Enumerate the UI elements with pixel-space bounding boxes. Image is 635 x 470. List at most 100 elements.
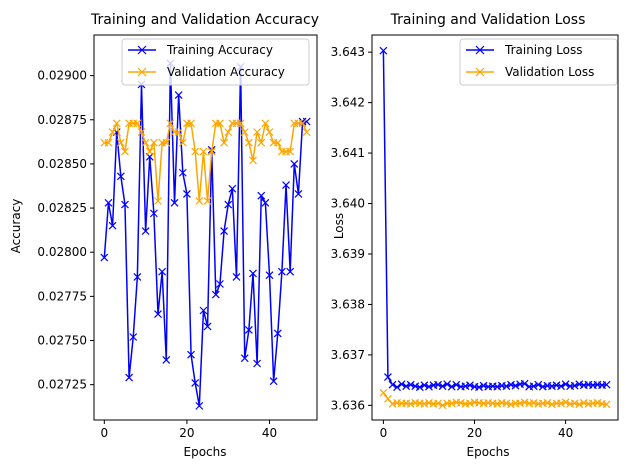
training-accuracy-point [224, 200, 233, 209]
training-accuracy-point [154, 310, 162, 318]
training-accuracy-point [129, 333, 138, 341]
training-accuracy-point [265, 271, 274, 280]
validation-accuracy-point [224, 128, 233, 137]
training-loss-point [384, 373, 392, 382]
validation-loss-point [388, 399, 397, 408]
training-loss-point [452, 380, 461, 389]
validation-accuracy-point [116, 138, 125, 147]
loss-axes-frame [371, 34, 619, 421]
validation-accuracy-point [149, 138, 158, 147]
validation-loss-point [561, 398, 570, 407]
validation-accuracy-point [104, 138, 113, 147]
validation-accuracy-point [145, 147, 154, 156]
training-accuracy-point [162, 356, 171, 364]
training-loss-point [402, 382, 411, 391]
training-loss-point [393, 383, 401, 392]
training-accuracy-point [104, 198, 113, 207]
training-loss-point [507, 380, 515, 389]
training-loss-point [388, 380, 397, 389]
training-accuracy-point [232, 273, 241, 281]
loss-y-tick-label: 3.637 [331, 348, 365, 362]
training-loss-point [575, 380, 584, 389]
validation-loss-point [516, 399, 524, 408]
validation-loss-point [548, 400, 556, 409]
training-loss-point [538, 382, 547, 391]
training-accuracy-point [220, 227, 229, 235]
loss-y-tick-label: 3.642 [331, 96, 365, 110]
training-loss-point [461, 382, 470, 391]
accuracy-y-tick-label: 0.02850 [37, 157, 87, 171]
validation-accuracy-point [273, 138, 282, 147]
training-accuracy-line [103, 62, 307, 407]
legend-validation-loss-marker [475, 67, 485, 77]
validation-accuracy-point [199, 147, 208, 156]
accuracy-x-axis-label: Epochs [184, 445, 227, 459]
accuracy-y-tick-label: 0.02800 [37, 245, 87, 259]
training-accuracy-point [216, 280, 224, 288]
legend-training-accuracy-label: Training Accuracy [166, 43, 273, 57]
training-loss-point [434, 380, 442, 389]
validation-loss-point [434, 399, 442, 408]
loss-legend-frame [459, 38, 618, 86]
accuracy-plot-area: 0 20 40 0.02725 0.02750 0.02775 0.02800 0.02825… [37, 34, 318, 440]
validation-accuracy-point [257, 138, 266, 147]
training-loss-point [534, 380, 543, 389]
accuracy-y-tick-label: 0.02775 [37, 289, 87, 303]
validation-loss-point [520, 398, 529, 407]
validation-accuracy-point [191, 147, 200, 156]
validation-loss-point [502, 399, 511, 408]
training-loss-point [529, 382, 538, 391]
training-loss-point [570, 381, 579, 390]
training-loss-point [397, 380, 406, 389]
validation-loss-point [575, 400, 584, 409]
validation-loss-point [507, 400, 515, 409]
legend-training-accuracy-marker [137, 45, 147, 55]
training-accuracy-point [257, 191, 266, 200]
accuracy-chart-title: Training and Validation Accuracy [90, 12, 319, 28]
loss-x-tick-label: 0 [380, 426, 388, 440]
loss-y-tick-label: 3.640 [331, 197, 365, 211]
accuracy-legend-frame [121, 38, 310, 86]
legend-training-loss-marker [475, 45, 485, 55]
validation-accuracy-point [137, 128, 146, 137]
loss-y-tick-label: 3.636 [331, 398, 365, 412]
training-loss-point [475, 383, 483, 392]
accuracy-x-tick-label: 20 [179, 426, 194, 440]
validation-accuracy-point [108, 128, 117, 137]
training-accuracy-point [170, 198, 179, 207]
training-loss-point [552, 381, 561, 390]
training-loss-point [520, 379, 529, 388]
training-accuracy-point [269, 377, 278, 386]
training-accuracy-point [121, 200, 129, 209]
validation-accuracy-point [249, 156, 257, 165]
training-accuracy-point [178, 168, 187, 177]
validation-loss-point [529, 398, 538, 407]
training-accuracy-point [149, 209, 158, 218]
loss-x-tick-label: 40 [558, 426, 573, 440]
validation-accuracy-point [286, 147, 295, 156]
training-loss-point [425, 382, 433, 391]
validation-accuracy-point [253, 128, 262, 137]
training-accuracy-point [261, 198, 270, 207]
validation-loss-point [602, 400, 611, 409]
accuracy-x-tick-label: 40 [262, 426, 277, 440]
training-loss-point [557, 382, 565, 391]
accuracy-y-tick-label: 0.02875 [37, 113, 87, 127]
training-accuracy-point [294, 190, 303, 198]
validation-accuracy-point [174, 128, 183, 137]
validation-accuracy-point [178, 138, 187, 147]
legend-training-loss-label: Training Loss [504, 43, 582, 57]
training-loss-point [447, 382, 456, 391]
training-loss-point [466, 381, 474, 390]
training-accuracy-point [211, 290, 220, 299]
training-loss-point [420, 381, 429, 390]
validation-loss-point [593, 398, 602, 407]
accuracy-y-tick-label: 0.02725 [37, 378, 87, 392]
training-accuracy-point [273, 329, 282, 338]
accuracy-chart: Training and Validation Accuracy 0 20 40 0.… [9, 12, 319, 459]
training-accuracy-point [108, 221, 117, 230]
training-accuracy-point [195, 401, 204, 410]
legend-validation-loss-label: Validation Loss [505, 65, 594, 79]
training-loss-point [502, 382, 511, 391]
validation-loss-point [438, 401, 447, 410]
